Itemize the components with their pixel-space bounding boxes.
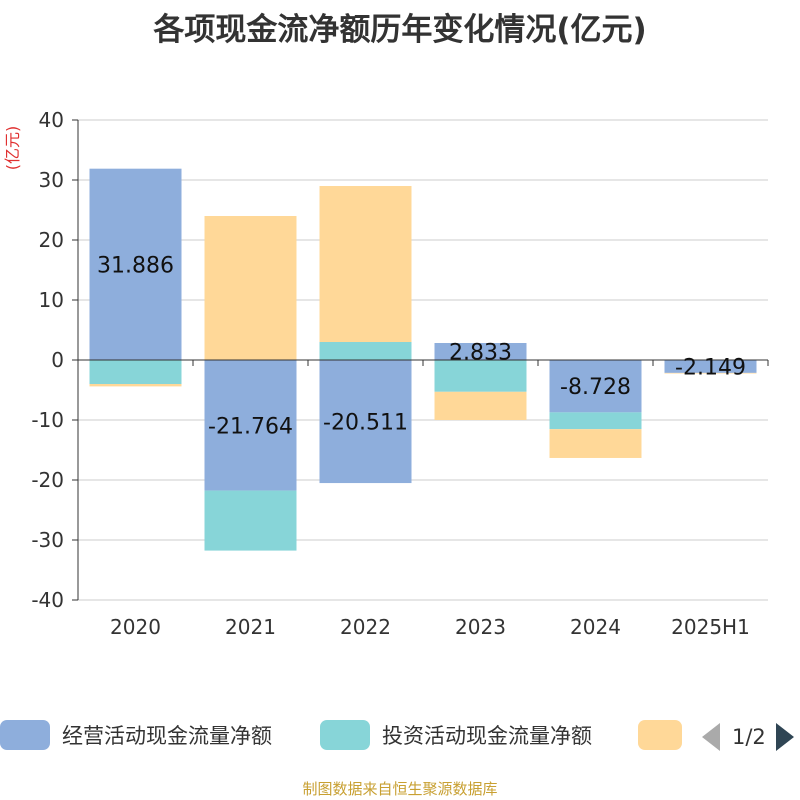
bar-investing-2024[interactable] [549,412,642,430]
bar-group [89,168,757,551]
y-tick-label: -40 [31,588,64,612]
legend-label-operating: 经营活动现金流量净额 [62,724,272,748]
y-tick-label: 40 [39,108,64,132]
legend: 经营活动现金流量净额 投资活动现金流量净额 1/2 [0,716,800,756]
data-label: -2.149 [675,355,746,380]
axes: 40 30 20 10 0 -10 -20 -30 -40 2020 2021 2022 2023 202… [31,108,769,639]
data-label: -21.764 [208,414,293,439]
bar-investing-2021[interactable] [204,490,297,551]
x-tick-label: 2023 [455,615,506,639]
y-tick-label: -30 [31,528,64,552]
grid-lines [78,119,768,601]
legend-item-financing[interactable] [638,718,694,752]
data-label: -8.728 [560,375,631,400]
y-tick-label: -10 [31,408,64,432]
bar-financing-2021[interactable] [204,216,297,360]
bar-investing-2022[interactable] [319,342,412,360]
data-label: 2.833 [449,341,512,366]
legend-item-operating[interactable]: 经营活动现金流量净额 [0,718,272,752]
x-tick-label: 2021 [225,615,276,639]
x-tick-label: 2020 [110,615,161,639]
legend-prev-icon[interactable] [702,723,720,751]
legend-swatch-financing [638,720,682,750]
bar-financing-2020[interactable] [89,384,182,387]
chart-title: 各项现金流净额历年变化情况(亿元) [153,12,647,48]
y-tick-label: 0 [51,348,64,372]
data-labels: 31.886 -21.764 -20.511 2.833 -8.728 -2.149 [97,253,746,439]
bar-operating-2022[interactable] [319,360,412,484]
y-tick-label: -20 [31,468,64,492]
y-tick-label: 30 [39,168,64,192]
bar-investing-2020[interactable] [89,360,182,384]
bar-operating-2021[interactable] [204,360,297,491]
x-tick-label: 2022 [340,615,391,639]
y-unit-label: (亿元) [3,126,22,171]
bar-financing-2025H1[interactable] [664,372,757,374]
bar-financing-2024[interactable] [549,429,642,458]
x-tick-label: 2025H1 [671,615,750,639]
bar-operating-2025H1[interactable] [664,360,757,373]
bar-financing-2023[interactable] [434,391,527,420]
legend-pager: 1/2 [700,720,800,754]
legend-next-icon[interactable] [775,723,794,751]
data-label: 31.886 [97,253,174,278]
y-tick-label: 10 [39,288,64,312]
legend-label-investing: 投资活动现金流量净额 [382,724,592,748]
bar-operating-2020[interactable] [89,168,182,360]
source-note: 制图数据来自恒生聚源数据库 [302,780,498,798]
bar-financing-2022[interactable] [319,186,412,342]
bar-investing-2023[interactable] [434,360,527,392]
data-label: -20.511 [323,411,408,436]
x-tick-label: 2024 [570,615,621,639]
bar-operating-2024[interactable] [549,360,642,413]
chart-canvas: 40 30 20 10 0 -10 -20 -30 -40 2020 2021 2022 2023 202… [3,108,769,639]
legend-item-investing[interactable]: 投资活动现金流量净额 [320,718,592,752]
legend-page-text: 1/2 [732,725,766,749]
bar-operating-2023[interactable] [434,343,527,360]
legend-swatch-operating [0,720,50,750]
y-tick-label: 20 [39,228,64,252]
legend-swatch-investing [320,720,370,750]
